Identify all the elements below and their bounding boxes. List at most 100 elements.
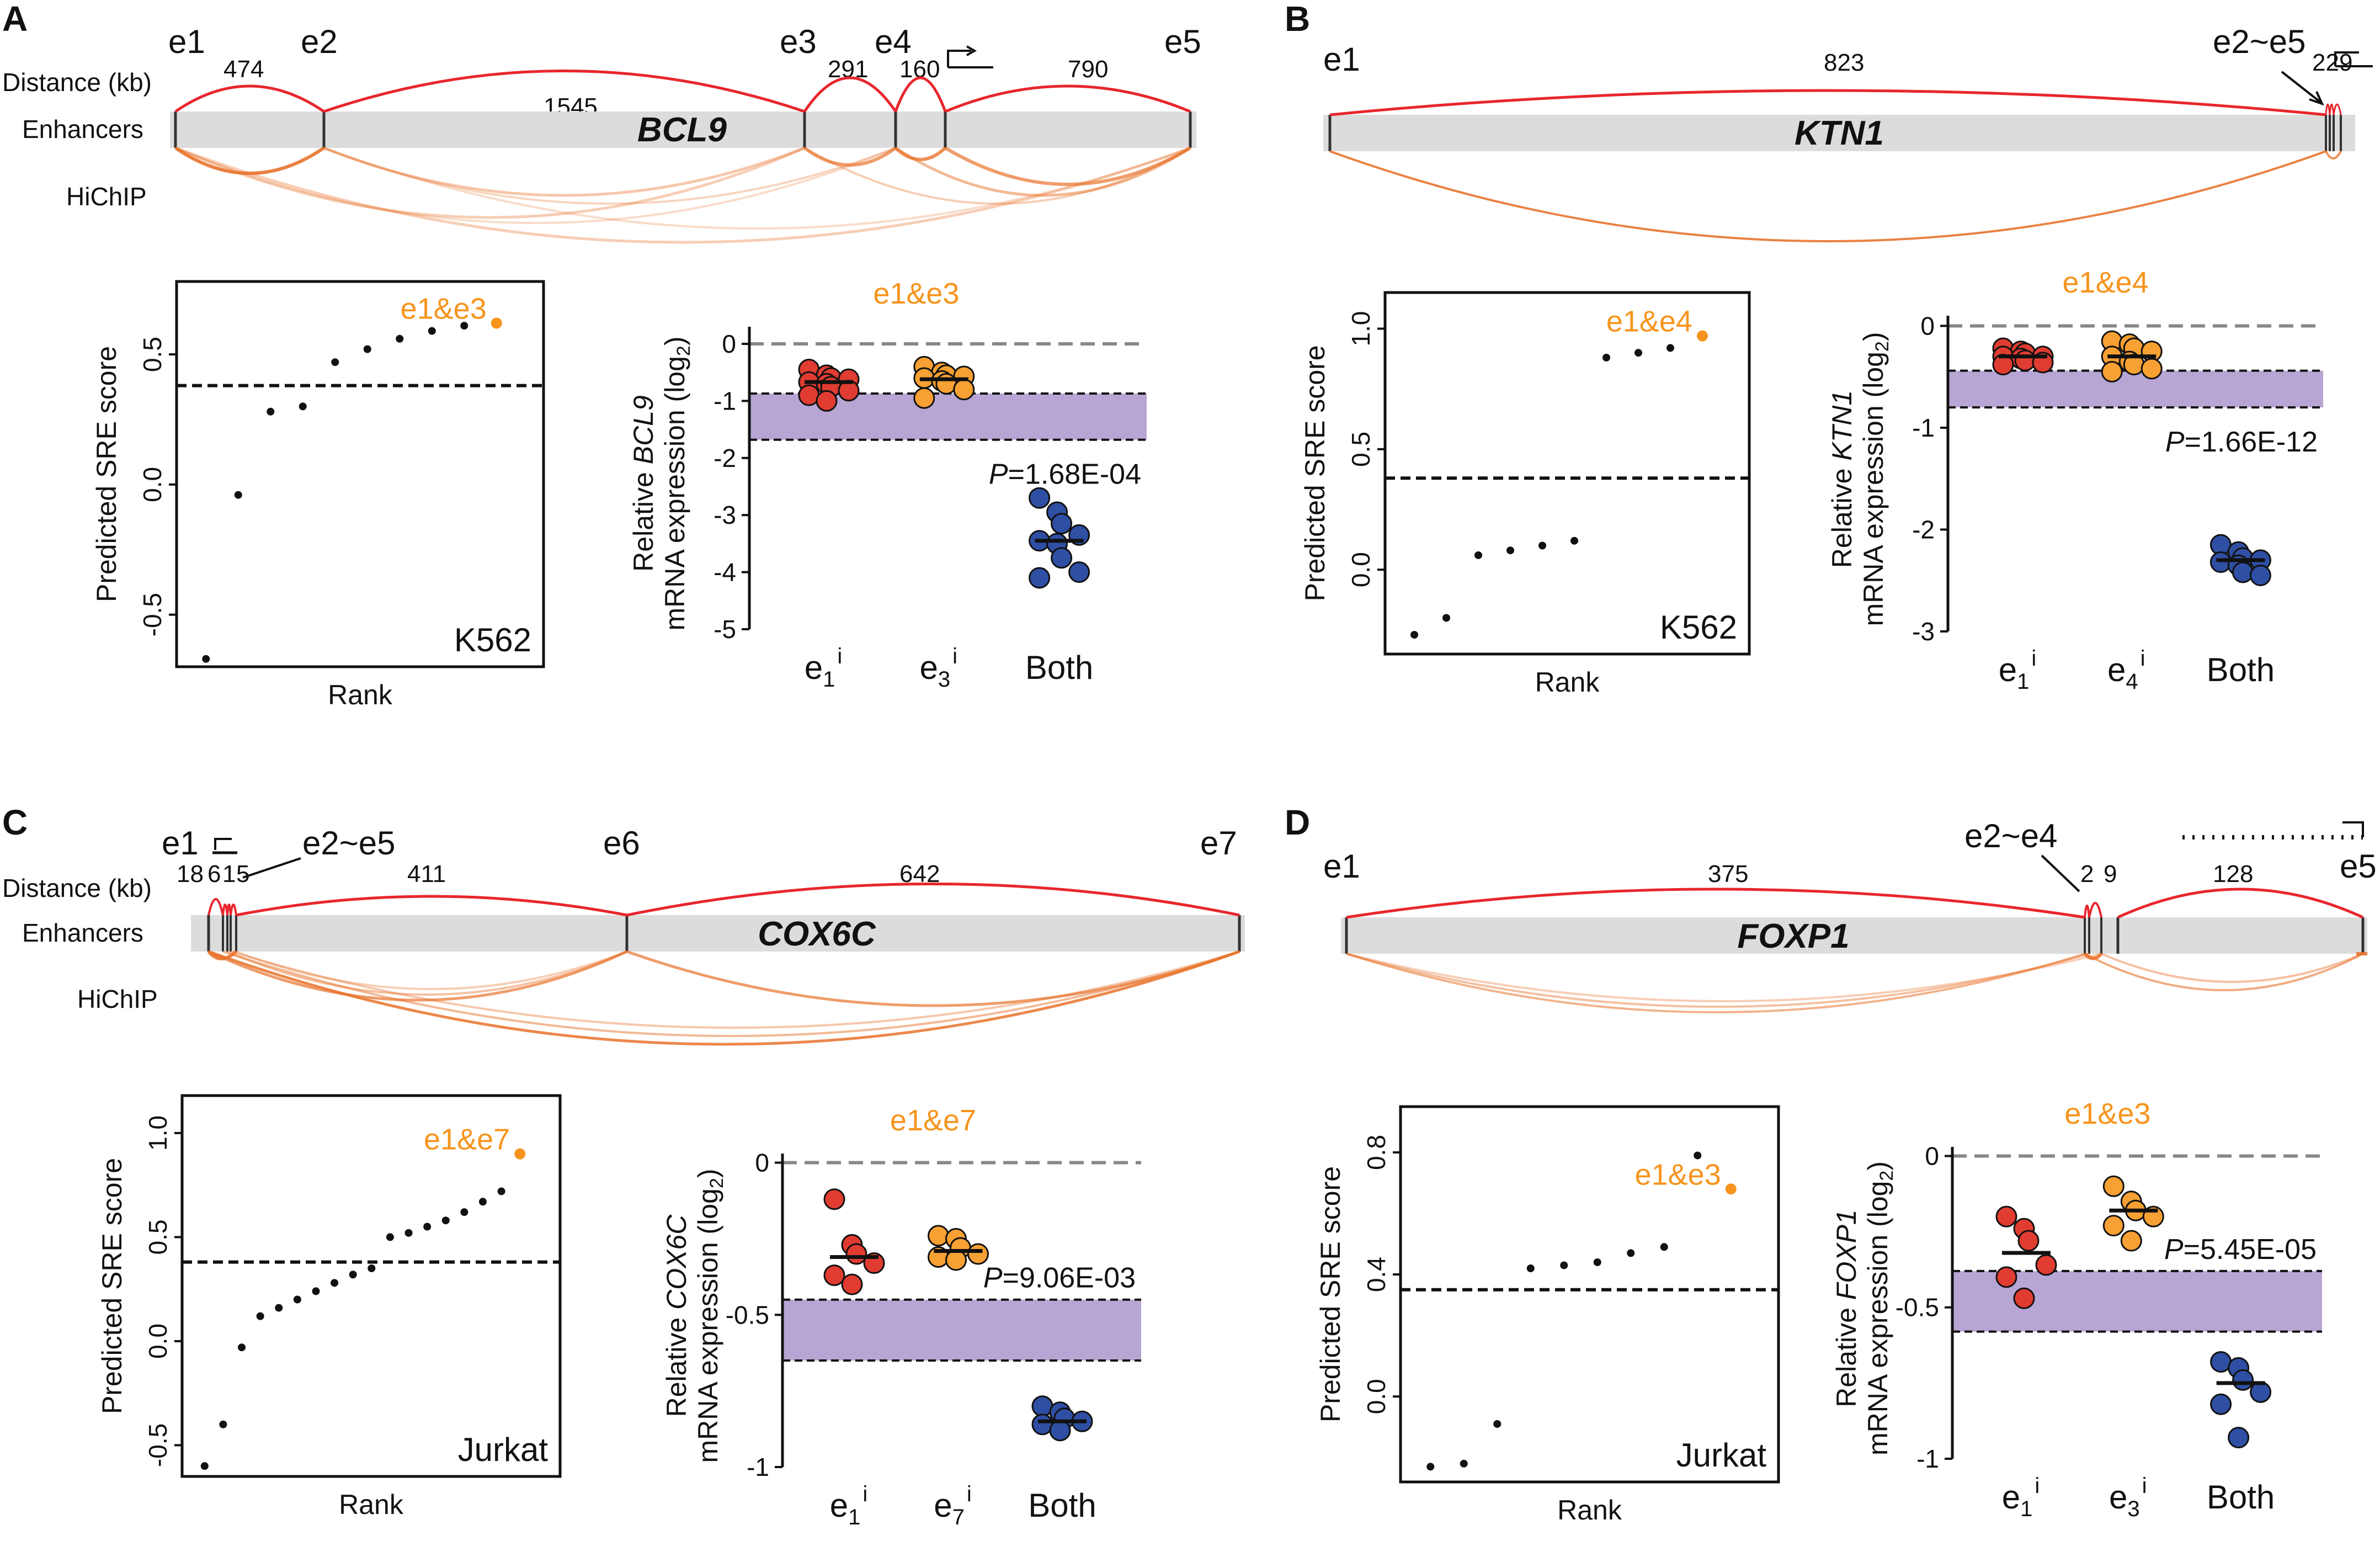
- enhancer-arc-a-2: [323, 70, 805, 113]
- chromosome-track-d: [1341, 917, 2367, 954]
- score-point: [1506, 546, 1514, 555]
- distance-a-5: 790: [1068, 56, 1108, 83]
- score-point: [256, 1312, 264, 1320]
- enhancers-label-c: Enhancers: [22, 918, 143, 947]
- score-ylabel: Predicted SRE score: [91, 346, 122, 602]
- hichip-label-a: HiChIP: [66, 182, 147, 211]
- expr-point-2: [2249, 565, 2271, 587]
- enhancer-arc-c-2: [626, 883, 1240, 917]
- score-point: [219, 1420, 227, 1428]
- expr-pvalue: P=1.68E-04: [989, 459, 1141, 491]
- panel-letter-b: B: [1285, 0, 1310, 39]
- score-ytick-label: 0.5: [138, 337, 167, 372]
- expr-pvalue: P=9.06E-03: [983, 1262, 1136, 1294]
- score-ytick-label: 0.0: [1362, 1379, 1391, 1414]
- score-chart-d: 0.0 0.4 0.8 e1&e3 Jurkat Rank Predicted SRE sc…: [1315, 1105, 1780, 1526]
- score-ytick-label: 0.0: [138, 467, 167, 502]
- gene-label-a: BCL9: [637, 111, 727, 149]
- tss-arrow-d: [2342, 821, 2364, 837]
- score-point: [1493, 1420, 1502, 1428]
- enhancer-label-a-e3: e3: [780, 23, 817, 60]
- expr-category-label: Both: [2207, 1479, 2275, 1516]
- enhancers-label-a: Enhancers: [22, 115, 143, 144]
- expr-ytick-label: -0.5: [726, 1300, 769, 1329]
- expr-category-label: e1i: [2002, 1474, 2040, 1521]
- enhancer-arc-d-2: [2084, 902, 2102, 918]
- expr-point-2: [1051, 513, 1073, 535]
- expected-range-band: [782, 1299, 1141, 1361]
- expression-chart-c: 0 -0.5 -1 Relative COX6C mRNA expression (lo…: [661, 1104, 1141, 1529]
- expr-ytick-label: -4: [714, 558, 736, 587]
- expr-pvalue: P=1.66E-12: [2165, 426, 2318, 458]
- enhancer-label-b-e1: e1: [1323, 41, 1360, 78]
- expr-category-label: e3i: [920, 644, 958, 692]
- expr-point-1: [953, 379, 975, 401]
- gene-label-b: KTN1: [1795, 114, 1884, 152]
- expr-point-1: [928, 1225, 949, 1247]
- score-point: [428, 327, 436, 335]
- score-point: [1602, 353, 1610, 362]
- expr-ytick-label: 0: [1925, 1141, 1939, 1170]
- expression-chart-b: 0 -1 -2 -3 Relative KTN1 mRNA expression (log…: [1827, 266, 2323, 694]
- expr-ytick-label: 0: [755, 1149, 769, 1177]
- tss-arrowhead-a: [966, 45, 977, 56]
- score-point: [1474, 551, 1482, 559]
- enhancer-arc-a-3: [803, 76, 897, 113]
- distance-c-3: 1: [222, 860, 236, 888]
- expr-category-label: Both: [2207, 651, 2275, 688]
- expr-point-1: [913, 387, 935, 409]
- score-point: [1526, 1264, 1535, 1273]
- score-point: [1538, 541, 1546, 550]
- score-point: [386, 1233, 394, 1241]
- score-plot-frame: [1399, 1105, 1780, 1484]
- expr-ytick-label: -2: [714, 444, 736, 472]
- chromosome-track-a: [170, 111, 1196, 148]
- expr-point-2: [2232, 1369, 2254, 1391]
- enhancer-arc-a-5: [945, 84, 1191, 113]
- expr-point-2: [1029, 567, 1051, 589]
- score-chart-b: 0.0 0.5 1.0 e1&e4 K562 Rank Predicted SRE scor…: [1300, 291, 1751, 698]
- panel-letter-a: A: [2, 0, 28, 39]
- score-point: [404, 1229, 413, 1237]
- expr-point-0: [2014, 349, 2036, 371]
- panel-d: D e1 e2~e4 e5 375 2 9 128 FOXP1 0.0 0.4: [1285, 803, 2377, 1526]
- score-xlabel: Rank: [328, 679, 393, 710]
- enhancer-label-a-e5: e5: [1164, 23, 1201, 60]
- gene-label-c: COX6C: [758, 915, 876, 953]
- pointer-arrow-c: [242, 857, 301, 879]
- expression-chart-d: 0 -0.5 -1 Relative FOXP1 mRNA expression (lo…: [1831, 1097, 2322, 1521]
- score-chart-a: -0.5 0.0 0.5 e1&e3 K562 Rank Predicted SRE sco…: [91, 280, 545, 710]
- pointer-arrow-d: [2041, 854, 2080, 892]
- expr-point-1: [2102, 1175, 2125, 1197]
- expr-category-label: Both: [1028, 1487, 1096, 1524]
- panel-letter-d: D: [1285, 803, 1310, 842]
- score-point: [1570, 536, 1578, 545]
- expr-point-1: [2141, 358, 2163, 380]
- score-ytick-label: 0.4: [1362, 1257, 1391, 1292]
- pointer-arrowhead-b: [2309, 91, 2324, 106]
- expr-point-0: [2017, 1230, 2040, 1252]
- score-point: [1660, 1243, 1668, 1251]
- distance-a-1: 474: [223, 56, 264, 83]
- score-point: [234, 491, 242, 499]
- enhancer-arc-c-1: [236, 895, 627, 917]
- score-ylabel: Predicted SRE score: [1300, 345, 1330, 601]
- expr-point-1: [2101, 360, 2123, 382]
- expr-category-label: e1i: [830, 1482, 868, 1529]
- enhancer-label-a-e4: e4: [875, 23, 912, 60]
- score-point: [1460, 1459, 1468, 1468]
- expr-ytick-label: -1: [1916, 1444, 1939, 1473]
- expr-point-1: [2102, 1215, 2125, 1237]
- score-point: [331, 358, 339, 366]
- expr-point-2: [2250, 1381, 2272, 1403]
- expr-point-1: [967, 1243, 989, 1265]
- expr-point-2: [2210, 1393, 2232, 1415]
- expr-point-2: [2228, 1427, 2250, 1449]
- score-point: [1627, 1249, 1635, 1257]
- score-ytick-label: 0.5: [1346, 432, 1375, 467]
- distance-d-1: 375: [1708, 860, 1748, 888]
- expr-point-0: [2013, 1287, 2035, 1309]
- cell-line-label: K562: [1660, 609, 1737, 646]
- expr-point-1: [2120, 1230, 2142, 1252]
- expr-ytick-label: 0: [722, 330, 736, 358]
